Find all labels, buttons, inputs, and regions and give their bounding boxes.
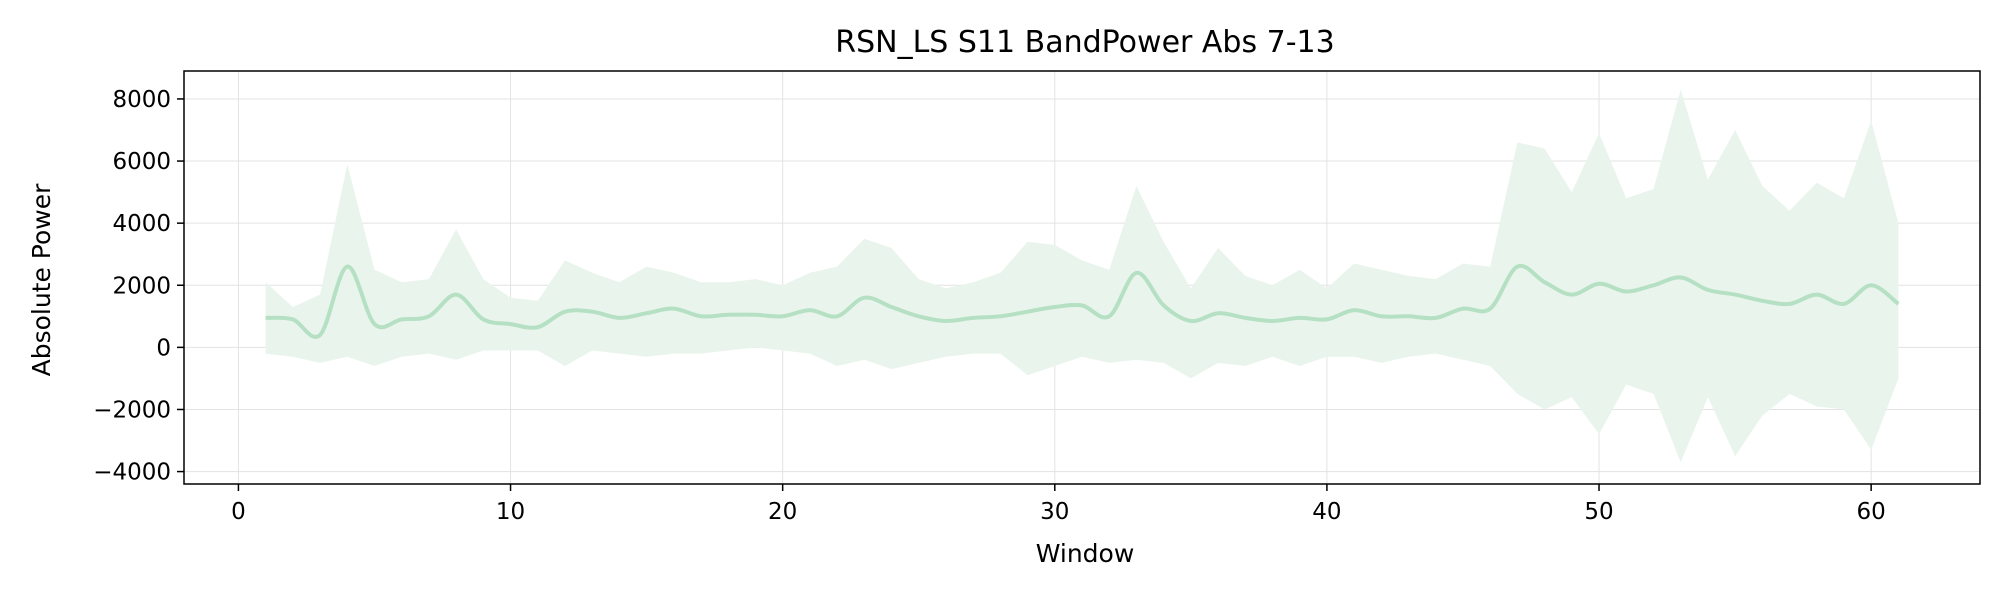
y-tick-label: 6000 (112, 149, 171, 175)
x-tick-label: 60 (1857, 499, 1886, 525)
y-tick-label: −4000 (93, 460, 171, 486)
y-tick-label: 4000 (112, 211, 171, 237)
chart-title: RSN_LS S11 BandPower Abs 7-13 (835, 25, 1334, 60)
axes-frame (183, 70, 1981, 485)
x-tick-label: 30 (1040, 499, 1069, 525)
x-tick-label: 0 (231, 499, 246, 525)
y-tick-label: 8000 (112, 87, 171, 113)
x-tick-label: 40 (1312, 499, 1341, 525)
mean-line (265, 263, 1900, 339)
x-tick-label: 10 (496, 499, 525, 525)
y-axis: −4000 −2000 0 2000 4000 6000 8000 (93, 87, 184, 486)
y-tick-label: −2000 (93, 397, 171, 423)
x-tick-label: 50 (1584, 499, 1613, 525)
y-axis-label: Absolute Power (27, 183, 56, 377)
y-tick-label: 0 (156, 335, 171, 361)
x-axis: 0 10 20 30 40 50 60 (231, 484, 1886, 525)
plot-area (265, 89, 1900, 463)
y-tick-label: 2000 (112, 273, 171, 299)
std-band (265, 89, 1899, 463)
x-tick-label: 20 (768, 499, 797, 525)
x-axis-label: Window (1036, 539, 1135, 568)
